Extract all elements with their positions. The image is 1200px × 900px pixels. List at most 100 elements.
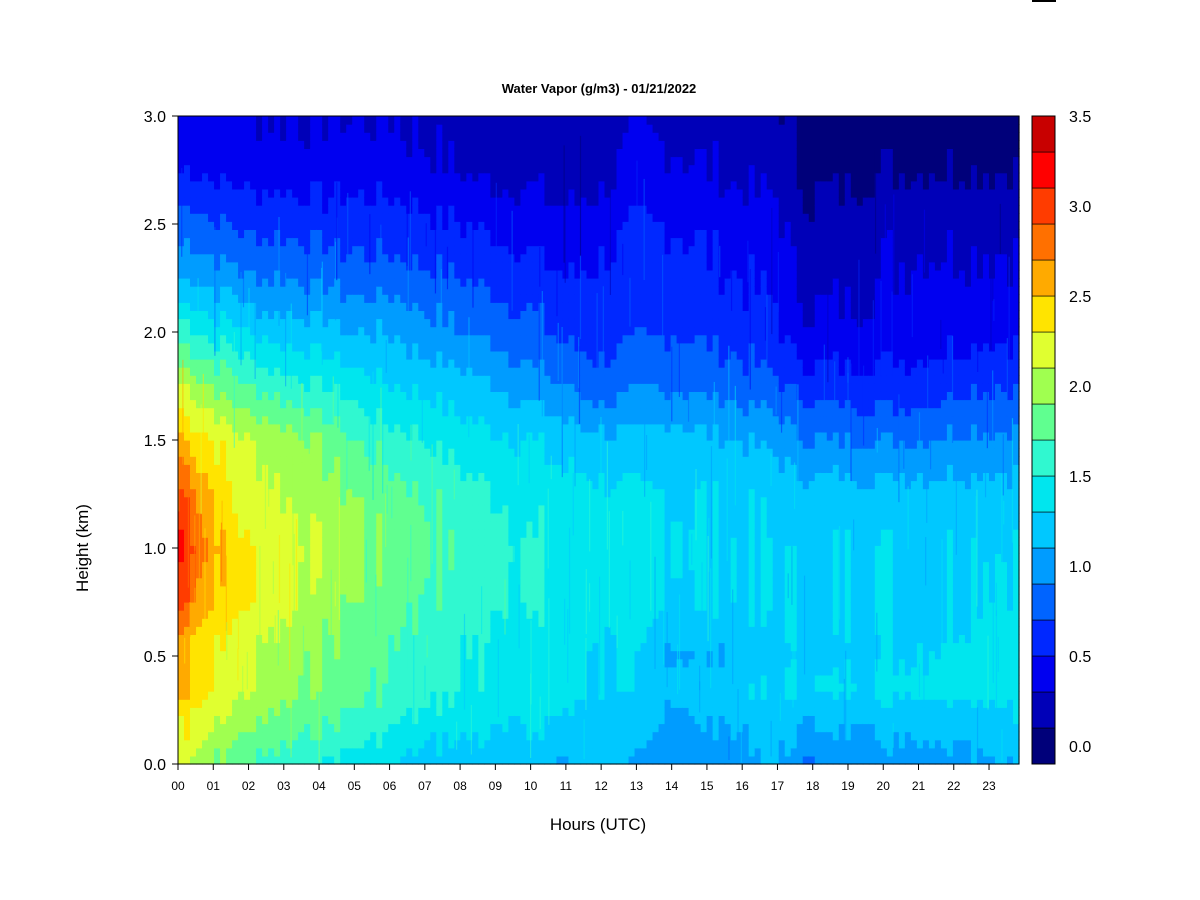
heatmap-cell xyxy=(448,585,455,595)
heatmap-cell xyxy=(502,683,509,692)
heatmap-cell xyxy=(184,237,191,247)
heatmap-cell xyxy=(310,723,317,733)
heatmap-cell xyxy=(328,342,335,352)
heatmap-cell xyxy=(340,545,347,554)
heatmap-cell xyxy=(262,391,269,401)
heatmap-cell xyxy=(520,342,528,352)
heatmap-cell xyxy=(364,480,371,490)
heatmap-cell xyxy=(460,577,467,587)
heatmap-cell xyxy=(250,350,257,360)
heatmap-cell xyxy=(178,723,185,733)
heatmap-cell xyxy=(298,326,305,336)
heatmap-cell xyxy=(544,237,552,247)
heatmap-cell xyxy=(478,440,485,449)
heatmap-cell xyxy=(256,261,263,271)
heatmap-cell xyxy=(298,472,305,482)
heatmap-cell xyxy=(268,342,275,352)
heatmap-cell xyxy=(484,269,491,279)
heatmap-cell xyxy=(262,326,269,336)
heatmap-cell xyxy=(262,593,269,603)
heatmap-cell xyxy=(202,140,209,149)
heatmap-cell xyxy=(550,731,558,741)
heatmap-cell xyxy=(448,553,455,563)
heatmap-cell xyxy=(430,755,437,765)
heatmap-cell xyxy=(292,747,299,757)
heatmap-cell xyxy=(442,229,449,239)
heatmap-cell xyxy=(244,642,251,652)
heatmap-cell xyxy=(442,723,449,733)
heatmap-cell xyxy=(448,448,455,457)
heatmap-cell xyxy=(202,188,209,198)
heatmap-cell xyxy=(484,261,491,271)
heatmap-cell xyxy=(436,464,443,473)
heatmap-cell xyxy=(388,683,395,692)
heatmap-cell xyxy=(286,197,293,206)
heatmap-cell xyxy=(454,739,461,749)
heatmap-cell xyxy=(202,318,209,328)
heatmap-cell xyxy=(256,472,263,482)
heatmap-cell xyxy=(514,278,522,287)
heatmap-cell xyxy=(346,140,353,149)
heatmap-cell xyxy=(370,747,377,757)
heatmap-cell xyxy=(532,731,540,741)
heatmap-cell xyxy=(454,245,461,255)
heatmap-cell xyxy=(496,399,503,409)
heatmap-cell xyxy=(190,553,197,563)
heatmap-cell xyxy=(412,626,419,635)
heatmap-cell xyxy=(526,172,534,182)
heatmap-cell xyxy=(466,278,473,287)
heatmap-cell xyxy=(280,545,287,554)
heatmap-cell xyxy=(454,375,461,384)
heatmap-cell xyxy=(196,399,203,409)
heatmap-cell xyxy=(466,359,473,368)
heatmap-cell xyxy=(280,156,287,166)
heatmap-cell xyxy=(400,723,407,733)
heatmap-cell xyxy=(274,618,281,627)
heatmap-cell xyxy=(526,512,534,522)
heatmap-cell xyxy=(214,602,221,611)
heatmap-cell xyxy=(352,626,359,635)
heatmap-cell xyxy=(454,440,461,449)
heatmap-cell xyxy=(262,261,269,271)
heatmap-cell xyxy=(376,375,383,384)
heatmap-cell xyxy=(370,618,377,627)
heatmap-cell xyxy=(346,326,353,336)
heatmap-cell xyxy=(274,715,281,725)
heatmap-cell xyxy=(190,188,197,198)
heatmap-cell xyxy=(364,229,371,239)
heatmap-cell xyxy=(442,140,449,149)
heatmap-cell xyxy=(232,261,239,271)
heatmap-cell xyxy=(184,391,191,401)
heatmap-cell xyxy=(484,221,491,230)
heatmap-cell xyxy=(220,423,227,433)
heatmap-cell xyxy=(178,375,185,384)
heatmap-cell xyxy=(178,731,185,741)
heatmap-cell xyxy=(442,537,449,546)
heatmap-cell xyxy=(466,124,473,133)
heatmap-cell xyxy=(232,350,239,360)
heatmap-cell xyxy=(388,269,395,279)
heatmap-cell xyxy=(196,180,203,190)
heatmap-cell xyxy=(460,334,467,344)
heatmap-cell xyxy=(226,537,233,546)
heatmap-cell xyxy=(544,618,552,627)
heatmap-cell xyxy=(526,294,534,303)
heatmap-cell xyxy=(364,310,371,320)
heatmap-cell xyxy=(448,399,455,409)
heatmap-cell xyxy=(352,148,359,158)
heatmap-cell xyxy=(352,302,359,311)
heatmap-cell xyxy=(334,545,341,554)
heatmap-cell xyxy=(274,116,281,125)
heatmap-cell xyxy=(334,140,341,149)
heatmap-cell xyxy=(316,553,323,563)
heatmap-cell xyxy=(274,448,281,457)
heatmap-cell xyxy=(418,253,425,263)
heatmap-cell xyxy=(364,512,371,522)
heatmap-cell xyxy=(466,286,473,295)
heatmap-cell xyxy=(454,237,461,247)
heatmap-cell xyxy=(316,480,323,490)
heatmap-cell xyxy=(418,634,425,644)
heatmap-cell xyxy=(412,375,419,384)
heatmap-cell xyxy=(250,707,257,716)
heatmap-cell xyxy=(220,683,227,692)
